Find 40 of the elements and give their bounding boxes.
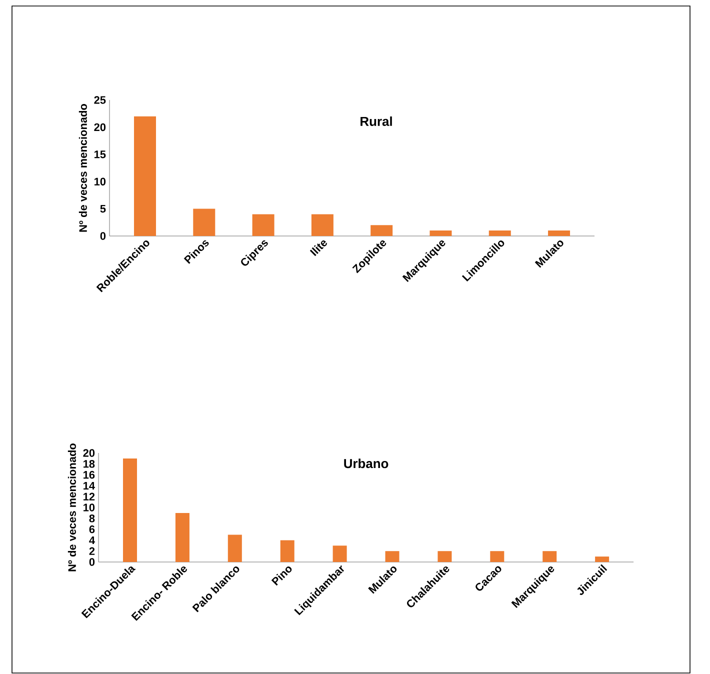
bar bbox=[193, 208, 216, 236]
y-tick-label: 4 bbox=[89, 536, 95, 544]
y-tick-label: 20 bbox=[83, 449, 95, 457]
bar bbox=[134, 116, 156, 236]
bar bbox=[370, 225, 393, 236]
bar bbox=[123, 458, 137, 562]
y-tick-label: 6 bbox=[89, 525, 95, 534]
y-tick-label: 18 bbox=[84, 460, 95, 468]
bar bbox=[490, 551, 504, 562]
y-tick-label: 12 bbox=[84, 492, 95, 500]
bar bbox=[430, 230, 452, 236]
y-tick-label: 0 bbox=[89, 558, 95, 566]
y-axis-title: Nº de veces mencionado bbox=[68, 444, 76, 572]
y-tick-label: 14 bbox=[84, 482, 95, 490]
bar bbox=[311, 214, 334, 236]
y-tick-label: 8 bbox=[89, 514, 95, 522]
text: Rural bbox=[360, 116, 392, 126]
bar bbox=[548, 230, 570, 236]
y-tick-label: 10 bbox=[84, 504, 95, 512]
bar bbox=[488, 230, 511, 236]
bar bbox=[252, 214, 274, 236]
y-tick-label: 16 bbox=[84, 470, 95, 479]
bar bbox=[595, 556, 610, 562]
bar bbox=[175, 512, 190, 562]
y-tick-label: 5 bbox=[100, 204, 106, 213]
y-tick-label: 25 bbox=[94, 96, 106, 104]
x-tick-label: Ilite bbox=[310, 240, 327, 256]
bar bbox=[542, 551, 557, 562]
y-tick-label: 10 bbox=[94, 178, 106, 186]
bar bbox=[438, 551, 452, 562]
bar bbox=[332, 546, 347, 562]
y-tick-label: 0 bbox=[100, 232, 106, 240]
y-axis-title: Nº de veces mencionado bbox=[78, 104, 87, 232]
chart-title: Urbano bbox=[344, 458, 388, 468]
bar bbox=[228, 534, 242, 562]
y-tick-label: 2 bbox=[89, 547, 95, 555]
y-tick-label: 20 bbox=[94, 123, 106, 132]
bar bbox=[385, 551, 400, 562]
bar bbox=[280, 540, 294, 562]
y-tick-label: 15 bbox=[94, 150, 106, 158]
